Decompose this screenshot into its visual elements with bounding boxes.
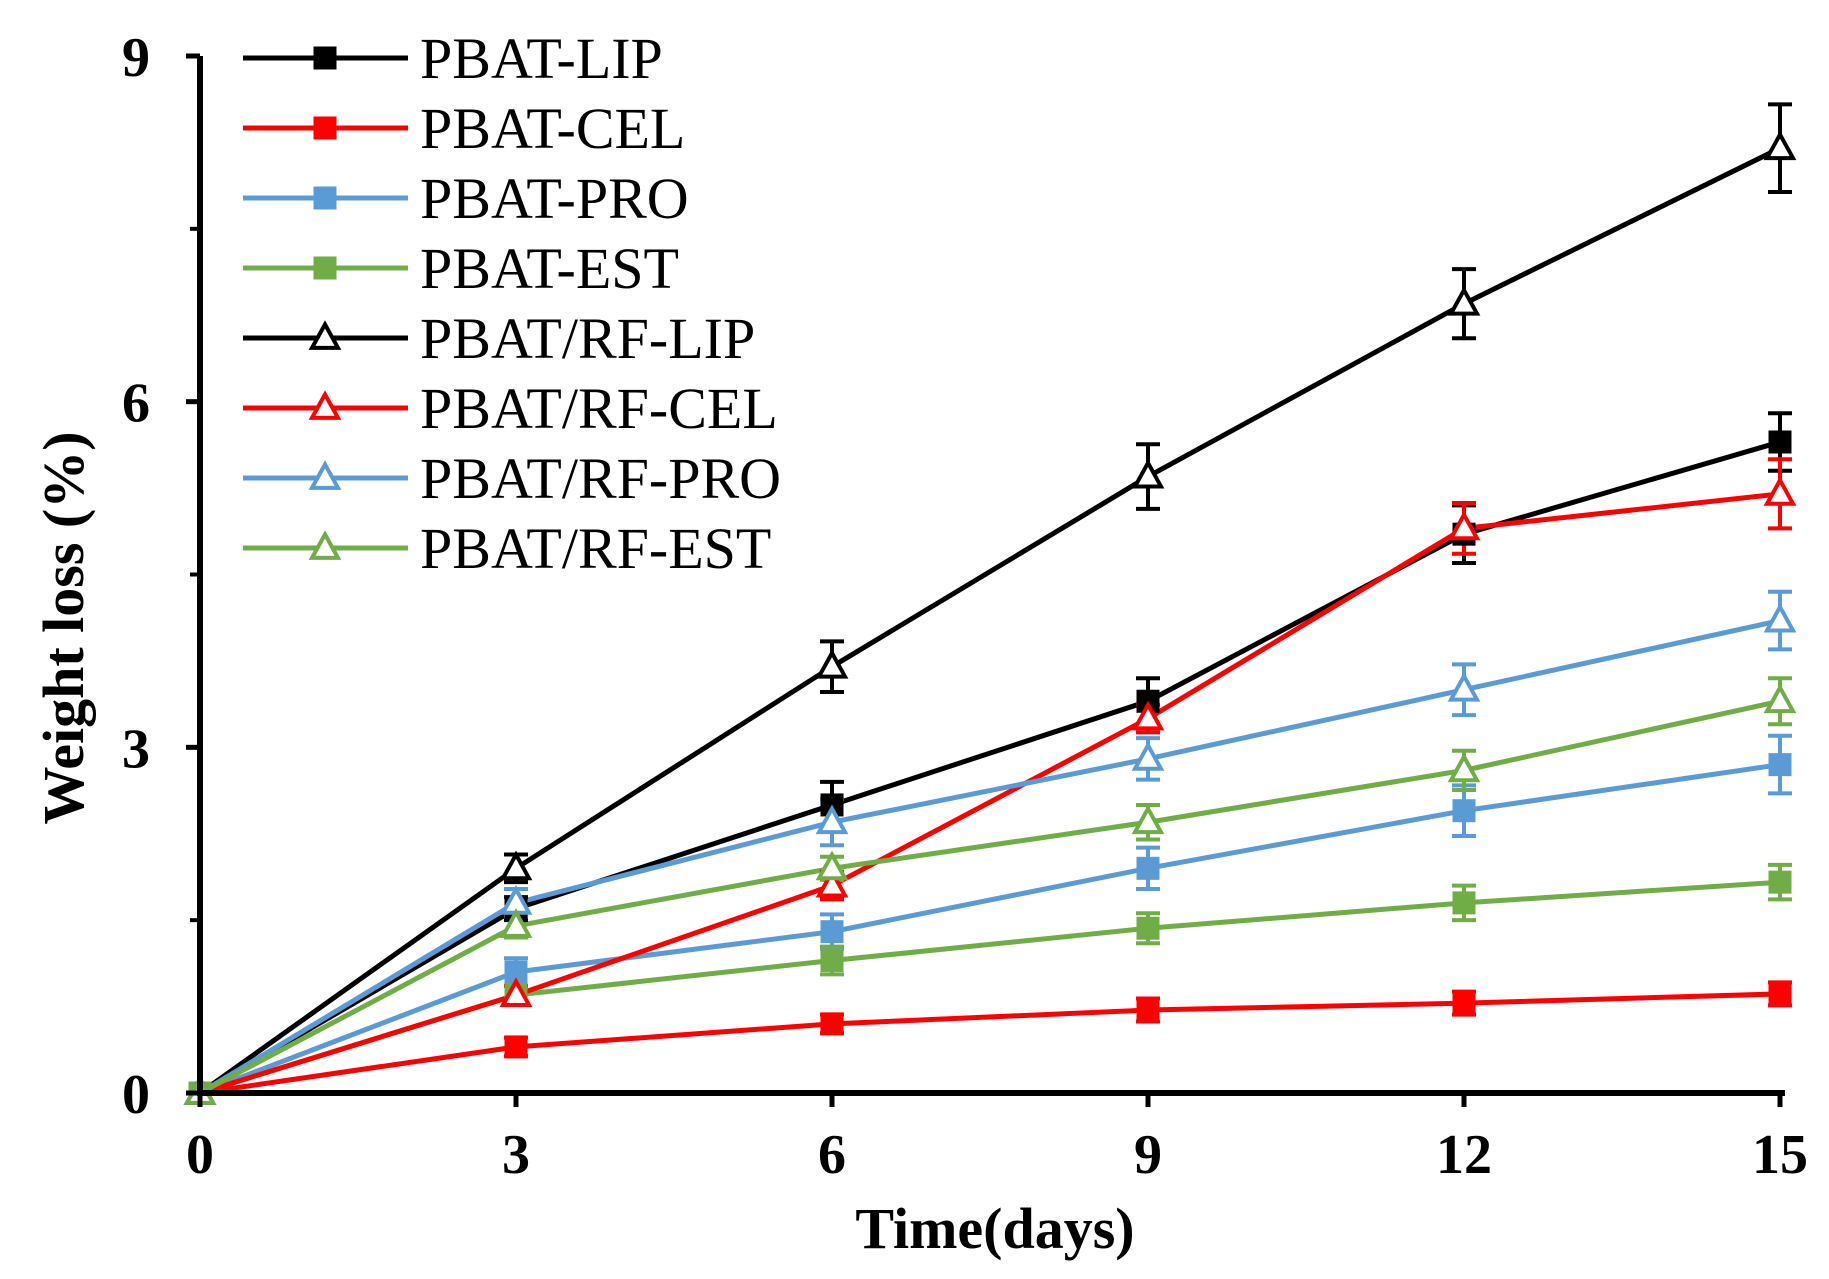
series-line [199,879,1781,1096]
legend-label: PBAT/RF-PRO [420,446,781,511]
data-point [815,850,849,881]
data-point [1768,753,1792,777]
data-point [1131,700,1165,731]
plot-lines [198,145,1782,1096]
data-point [1763,602,1797,633]
series-line [199,762,1781,1096]
legend-marker [308,390,342,420]
x-tick-label: 6 [818,1124,846,1186]
x-axis-title: Time(days) [855,1196,1134,1261]
legend-label: PBAT/RF-EST [420,516,771,581]
data-point [820,1012,844,1036]
y-axis-title: Weight loss (%) [31,431,96,824]
legend-label: PBAT/RF-LIP [420,306,755,371]
data-point [1131,741,1165,771]
legend-marker [313,116,337,140]
data-markers [183,130,1797,1105]
data-point [820,948,844,972]
y-tick-label: 0 [122,1064,150,1126]
series-line [198,618,1781,1096]
x-tick-label: 0 [186,1124,214,1186]
ticks [186,53,1783,1107]
data-point [499,977,533,1007]
data-point [1763,683,1797,714]
data-point [1763,130,1797,161]
data-point [1136,998,1160,1022]
legend-marker [313,186,337,210]
x-tick-label: 3 [502,1124,530,1186]
data-point [1131,458,1165,489]
data-point [499,850,533,881]
data-point [820,920,844,944]
data-point [1447,752,1481,783]
x-tick-label: 15 [1752,1124,1808,1186]
legend-label: PBAT/RF-CEL [420,376,778,441]
data-point [1452,799,1476,823]
y-tick-label: 6 [122,373,150,435]
data-point [1452,991,1476,1015]
legend-marker [308,530,342,560]
data-point [1447,285,1481,316]
x-tick-label: 12 [1436,1124,1492,1186]
data-point [499,908,533,938]
data-point [1447,510,1481,541]
tick-labels: 0 3 6 9 12 15 0 3 6 9 [122,27,1808,1186]
legend-label: PBAT-PRO [420,166,689,231]
x-tick-label: 9 [1134,1124,1162,1186]
data-point [815,867,849,898]
series-line [199,991,1781,1096]
legend-marker [308,460,342,490]
legend: PBAT-LIPPBAT-CELPBAT-PROPBAT-ESTPBAT/RF-… [243,26,781,581]
data-point [1768,982,1792,1006]
data-point [504,1035,528,1059]
data-point [815,804,849,835]
data-point [1452,891,1476,915]
series-line [198,439,1781,1096]
data-point [815,648,849,679]
data-point [1131,804,1165,835]
data-point [1447,671,1481,702]
data-point [1136,916,1160,940]
legend-marker [308,320,342,350]
series-line [199,491,1781,1096]
data-point [1768,430,1792,454]
y-tick-label: 9 [122,27,150,89]
series-line [198,698,1781,1096]
series-line [198,145,1782,1096]
legend-label: PBAT-CEL [420,96,685,161]
data-point [1136,856,1160,880]
legend-marker [313,46,337,70]
legend-marker [313,256,337,280]
legend-label: PBAT-LIP [420,26,663,91]
y-tick-label: 3 [122,718,150,780]
data-point [1768,870,1792,894]
legend-label: PBAT-EST [420,236,679,301]
data-point [1763,476,1797,506]
